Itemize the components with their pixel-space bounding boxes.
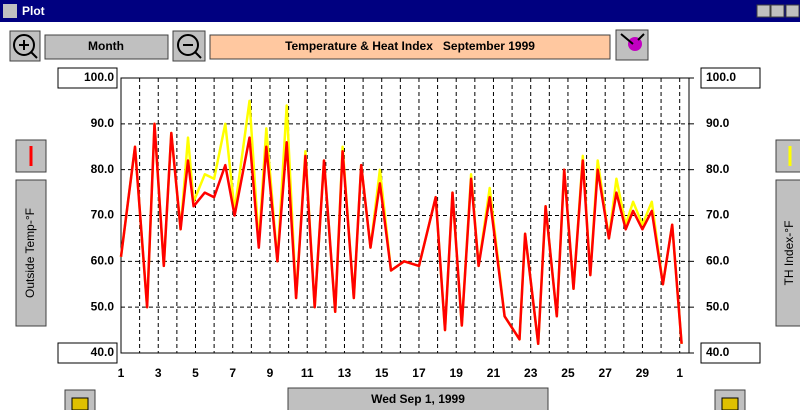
- x-tick-label: 25: [561, 366, 575, 380]
- y-tick-label: 60.0: [91, 254, 115, 268]
- temp-axis-button[interactable]: [15, 179, 47, 327]
- y2-tick-label: 60.0: [706, 254, 730, 268]
- date-button-label[interactable]: Wed Sep 1, 1999: [371, 392, 465, 406]
- close-button[interactable]: [785, 4, 800, 18]
- x-tick-label: 15: [375, 366, 389, 380]
- left-lock-icon[interactable]: [71, 397, 89, 410]
- y-tick-label: 80.0: [91, 162, 115, 176]
- series-line: [119, 122, 683, 346]
- y-tick-label: 70.0: [91, 208, 115, 222]
- right-lock-icon[interactable]: [721, 397, 739, 410]
- window-controls[interactable]: [756, 4, 800, 18]
- plot-content: 40.0 50.0 60.0 70.0 80.0 90.0 100.0 40.0 50.0 60.…: [57, 67, 761, 380]
- index-axis-label[interactable]: TH Index-°F: [782, 221, 796, 286]
- y2-tick-label: 90.0: [706, 116, 730, 130]
- x-tick-label: 21: [487, 366, 501, 380]
- y2-tick-box: [700, 342, 761, 364]
- x-tick-label: 1: [118, 366, 125, 380]
- y-tick-box: [57, 342, 118, 364]
- zoom-in-glyph[interactable]: [19, 40, 38, 59]
- x-tick-label: 9: [267, 366, 274, 380]
- y2-tick-label: 50.0: [706, 299, 730, 313]
- x-tick-label: 13: [338, 366, 352, 380]
- chart-title: Temperature & Heat Index September 1999: [285, 39, 535, 53]
- x-tick-label: 27: [599, 366, 613, 380]
- x-tick-label: 5: [192, 366, 199, 380]
- print-glyph[interactable]: [620, 33, 645, 45]
- y-tick-label: 90.0: [91, 116, 115, 130]
- y2-tick-box: [700, 67, 761, 89]
- x-tick-label: 7: [229, 366, 236, 380]
- title-bar: [0, 0, 800, 22]
- date-button[interactable]: [287, 387, 549, 410]
- index-axis-button[interactable]: [775, 179, 800, 327]
- index-color-button[interactable]: [775, 139, 800, 173]
- range-button[interactable]: [44, 34, 169, 60]
- zoom-in-button[interactable]: [9, 30, 41, 62]
- window-icon: [3, 4, 17, 18]
- x-tick-label: 3: [155, 366, 162, 380]
- title-box: [209, 34, 611, 60]
- zoom-out-button[interactable]: [172, 30, 206, 62]
- x-tick-label: 11: [301, 366, 314, 380]
- window-title: Plot: [22, 4, 45, 18]
- x-tick-label: 17: [412, 366, 426, 380]
- y-tick-box: [57, 67, 118, 89]
- y-tick-label: 100.0: [84, 70, 114, 84]
- y-tick-label: 40.0: [91, 345, 115, 359]
- minimize-button[interactable]: [756, 4, 771, 18]
- y2-tick-label: 80.0: [706, 162, 730, 176]
- x-tick-label: 19: [450, 366, 464, 380]
- x-tick-label: 1: [676, 366, 683, 380]
- y2-tick-label: 70.0: [706, 208, 730, 222]
- x-tick-label: 23: [524, 366, 538, 380]
- maximize-button[interactable]: [770, 4, 785, 18]
- y2-tick-label: 100.0: [706, 70, 736, 84]
- y-tick-label: 50.0: [91, 299, 115, 313]
- range-button-label[interactable]: Month: [88, 39, 124, 53]
- print-button[interactable]: [615, 29, 649, 61]
- zoom-out-glyph[interactable]: [183, 44, 202, 59]
- y2-tick-label: 40.0: [706, 345, 730, 359]
- temp-axis-label[interactable]: Outside Temp-°F: [23, 208, 37, 298]
- x-tick-label: 29: [636, 366, 650, 380]
